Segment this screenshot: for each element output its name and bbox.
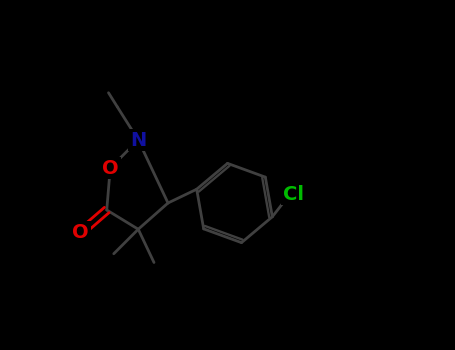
Text: O: O <box>72 223 89 242</box>
Text: O: O <box>102 159 119 177</box>
Text: N: N <box>130 131 147 149</box>
Text: Cl: Cl <box>283 184 304 203</box>
